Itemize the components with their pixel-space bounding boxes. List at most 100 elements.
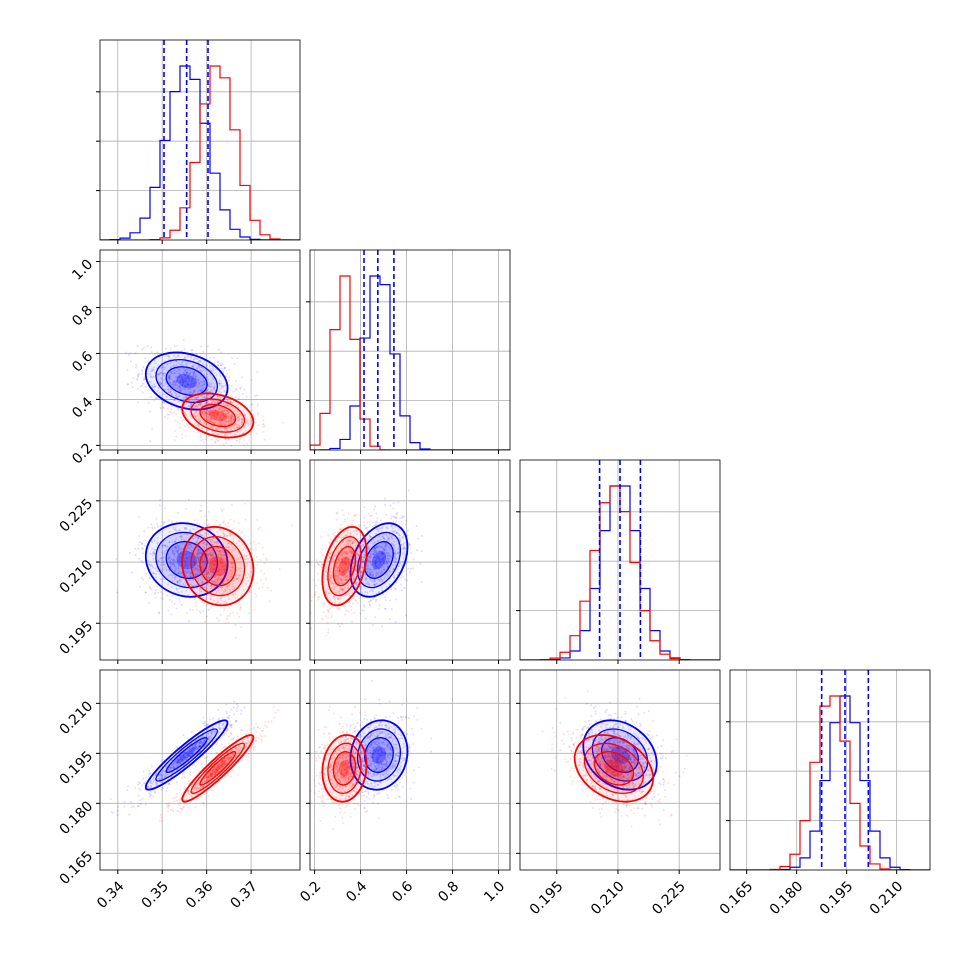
- scatter-point: [158, 391, 161, 394]
- scatter-point: [374, 564, 377, 567]
- scatter-point: [131, 806, 134, 809]
- scatter-point: [368, 533, 371, 536]
- scatter-point: [160, 407, 163, 410]
- scatter-point: [188, 426, 191, 429]
- scatter-point: [249, 542, 252, 545]
- scatter-point: [196, 366, 199, 369]
- scatter-point: [381, 625, 384, 628]
- scatter-point: [188, 529, 191, 532]
- scatter-point: [382, 562, 385, 565]
- scatter-point: [354, 569, 357, 572]
- scatter-point: [373, 556, 376, 559]
- scatter-point: [221, 572, 224, 575]
- scatter-point: [139, 385, 142, 388]
- scatter-point: [195, 556, 198, 559]
- scatter-point: [232, 566, 235, 569]
- scatter-point: [167, 609, 170, 612]
- scatter-point: [178, 389, 181, 392]
- scatter-point: [217, 563, 220, 566]
- scatter-point: [205, 532, 208, 535]
- scatter-point: [225, 413, 228, 416]
- scatter-point: [375, 552, 378, 555]
- scatter-point: [193, 364, 196, 367]
- scatter-point: [187, 568, 190, 571]
- scatter-point: [207, 411, 210, 414]
- scatter-point: [201, 557, 204, 560]
- scatter-point: [139, 802, 142, 805]
- scatter-point: [174, 546, 177, 549]
- scatter-point: [171, 576, 174, 579]
- scatter-point: [149, 576, 152, 579]
- scatter-point: [212, 563, 215, 566]
- scatter-point: [182, 734, 185, 737]
- scatter-point: [213, 568, 216, 571]
- scatter-point: [196, 552, 199, 555]
- scatter-point: [398, 536, 401, 539]
- scatter-point: [385, 562, 388, 565]
- scatter-point: [235, 578, 238, 581]
- scatter-point: [379, 519, 382, 522]
- scatter-point: [183, 386, 186, 389]
- scatter-point: [233, 433, 236, 436]
- scatter-point: [251, 409, 254, 412]
- scatter-point: [152, 552, 155, 555]
- scatter-point: [222, 412, 225, 415]
- scatter-point: [186, 565, 189, 568]
- scatter-point: [262, 582, 265, 585]
- scatter-point: [215, 416, 218, 419]
- scatter-point: [245, 419, 248, 422]
- scatter-point: [210, 417, 213, 420]
- scatter-point: [219, 406, 222, 409]
- scatter-point: [355, 524, 358, 527]
- scatter-point: [343, 605, 346, 608]
- scatter-point: [175, 547, 178, 550]
- scatter-point: [366, 559, 369, 562]
- scatter-point: [143, 378, 146, 381]
- scatter-point: [211, 410, 214, 413]
- scatter-point: [377, 578, 380, 581]
- scatter-point: [377, 557, 380, 560]
- scatter-point: [386, 573, 389, 576]
- scatter-point: [250, 403, 253, 406]
- scatter-point: [152, 551, 155, 554]
- scatter-point: [363, 556, 366, 559]
- scatter-point: [389, 555, 392, 558]
- scatter-point: [169, 396, 172, 399]
- scatter-point: [369, 535, 372, 538]
- scatter-point: [393, 544, 396, 547]
- scatter-point: [180, 378, 183, 381]
- scatter-point: [232, 410, 235, 413]
- scatter-point: [196, 573, 199, 576]
- scatter-point: [385, 559, 388, 562]
- scatter-point: [153, 375, 156, 378]
- scatter-point: [393, 552, 396, 555]
- scatter-point: [249, 575, 252, 578]
- scatter-point: [211, 430, 214, 433]
- scatter-point: [194, 415, 197, 418]
- scatter-point: [189, 574, 192, 577]
- scatter-point: [245, 417, 248, 420]
- scatter-point: [360, 570, 363, 573]
- scatter-point: [207, 538, 210, 541]
- scatter-point: [211, 543, 214, 546]
- scatter-point: [192, 537, 195, 540]
- scatter-point: [337, 607, 340, 610]
- scatter-point: [235, 404, 238, 407]
- scatter-point: [379, 565, 382, 568]
- scatter-point: [191, 387, 194, 390]
- scatter-point: [211, 544, 214, 547]
- scatter-point: [222, 398, 225, 401]
- scatter-point: [203, 536, 206, 539]
- scatter-point: [183, 559, 186, 562]
- scatter-point: [220, 565, 223, 568]
- scatter-point: [373, 546, 376, 549]
- scatter-point: [167, 568, 170, 571]
- scatter-point: [350, 555, 353, 558]
- scatter-point: [239, 570, 242, 573]
- scatter-point: [189, 528, 192, 531]
- scatter-point: [221, 410, 224, 413]
- scatter-point: [339, 528, 342, 531]
- scatter-point: [195, 374, 198, 377]
- scatter-point: [150, 523, 153, 526]
- scatter-point: [183, 379, 186, 382]
